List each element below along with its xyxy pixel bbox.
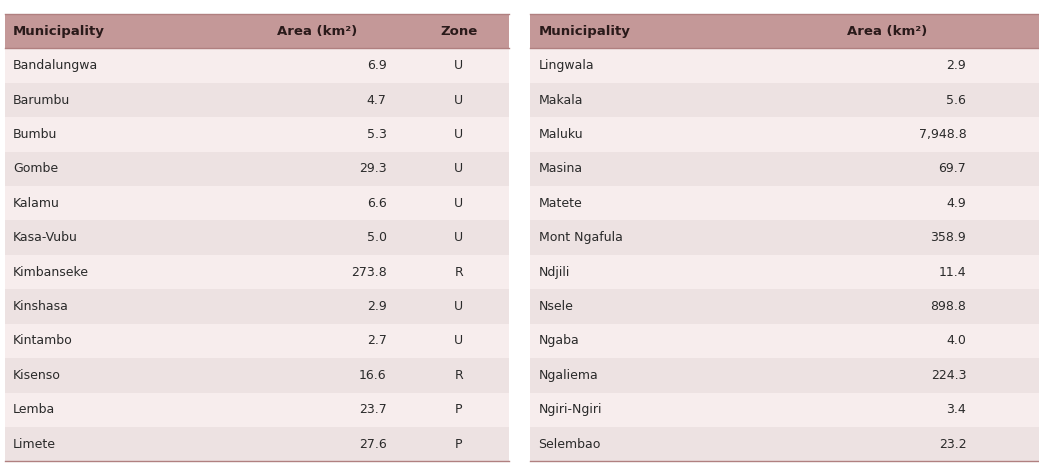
Bar bbox=[5, 324, 509, 358]
Text: 224.3: 224.3 bbox=[931, 369, 966, 382]
Text: Bumbu: Bumbu bbox=[12, 128, 57, 141]
Bar bbox=[530, 117, 1039, 151]
Text: Ndjili: Ndjili bbox=[538, 266, 570, 279]
Text: U: U bbox=[454, 162, 463, 175]
Text: 2.9: 2.9 bbox=[947, 59, 966, 72]
Text: Limete: Limete bbox=[12, 438, 56, 451]
Text: 5.3: 5.3 bbox=[367, 128, 387, 141]
Text: Lemba: Lemba bbox=[12, 403, 55, 416]
Text: Kisenso: Kisenso bbox=[12, 369, 60, 382]
Text: 2.7: 2.7 bbox=[367, 335, 387, 347]
Text: P: P bbox=[455, 403, 462, 416]
Bar bbox=[5, 186, 509, 220]
Text: Area (km²): Area (km²) bbox=[847, 25, 928, 38]
Text: 273.8: 273.8 bbox=[351, 266, 387, 279]
Bar bbox=[530, 255, 1039, 289]
Text: Bandalungwa: Bandalungwa bbox=[12, 59, 98, 72]
Text: Barumbu: Barumbu bbox=[12, 94, 70, 107]
Text: 16.6: 16.6 bbox=[358, 369, 387, 382]
Text: 4.9: 4.9 bbox=[947, 197, 966, 210]
Text: U: U bbox=[454, 335, 463, 347]
Bar bbox=[5, 358, 509, 392]
Bar bbox=[530, 427, 1039, 461]
Text: R: R bbox=[454, 266, 463, 279]
Text: R: R bbox=[454, 369, 463, 382]
Bar bbox=[5, 117, 509, 151]
Bar bbox=[5, 220, 509, 255]
Text: Ngaba: Ngaba bbox=[538, 335, 580, 347]
Text: Ngaliema: Ngaliema bbox=[538, 369, 598, 382]
Text: 69.7: 69.7 bbox=[938, 162, 966, 175]
Text: 5.6: 5.6 bbox=[947, 94, 966, 107]
Text: U: U bbox=[454, 197, 463, 210]
Text: 4.0: 4.0 bbox=[947, 335, 966, 347]
Bar bbox=[5, 48, 509, 83]
Bar bbox=[5, 289, 509, 324]
Text: Kimbanseke: Kimbanseke bbox=[12, 266, 88, 279]
Bar bbox=[5, 83, 509, 117]
Text: U: U bbox=[454, 94, 463, 107]
Bar bbox=[530, 151, 1039, 186]
Text: 6.9: 6.9 bbox=[367, 59, 387, 72]
Text: 7,948.8: 7,948.8 bbox=[918, 128, 966, 141]
Text: Makala: Makala bbox=[538, 94, 583, 107]
Text: U: U bbox=[454, 300, 463, 313]
Text: Kalamu: Kalamu bbox=[12, 197, 59, 210]
Text: Ngiri-Ngiri: Ngiri-Ngiri bbox=[538, 403, 602, 416]
Text: 29.3: 29.3 bbox=[358, 162, 387, 175]
Text: Lingwala: Lingwala bbox=[538, 59, 594, 72]
Text: Area (km²): Area (km²) bbox=[277, 25, 357, 38]
Text: 4.7: 4.7 bbox=[367, 94, 387, 107]
Text: 23.7: 23.7 bbox=[358, 403, 387, 416]
Text: P: P bbox=[455, 438, 462, 451]
Bar bbox=[5, 151, 509, 186]
Text: 2.9: 2.9 bbox=[367, 300, 387, 313]
Bar bbox=[530, 186, 1039, 220]
Text: 6.6: 6.6 bbox=[367, 197, 387, 210]
Text: Gombe: Gombe bbox=[12, 162, 58, 175]
Text: Municipality: Municipality bbox=[12, 25, 105, 38]
Text: 358.9: 358.9 bbox=[931, 231, 966, 244]
Text: Masina: Masina bbox=[538, 162, 583, 175]
Bar bbox=[530, 220, 1039, 255]
Bar bbox=[530, 358, 1039, 392]
Bar bbox=[530, 324, 1039, 358]
Bar bbox=[5, 14, 509, 48]
Bar bbox=[530, 392, 1039, 427]
Text: Maluku: Maluku bbox=[538, 128, 583, 141]
Text: Municipality: Municipality bbox=[538, 25, 631, 38]
Text: U: U bbox=[454, 231, 463, 244]
Bar bbox=[530, 48, 1039, 83]
Text: U: U bbox=[454, 128, 463, 141]
Bar bbox=[5, 427, 509, 461]
Text: Nsele: Nsele bbox=[538, 300, 574, 313]
Text: 11.4: 11.4 bbox=[938, 266, 966, 279]
Text: 898.8: 898.8 bbox=[930, 300, 966, 313]
Bar bbox=[530, 83, 1039, 117]
Bar bbox=[530, 289, 1039, 324]
Bar bbox=[530, 14, 1039, 48]
Text: Zone: Zone bbox=[441, 25, 477, 38]
Bar bbox=[5, 392, 509, 427]
Text: 3.4: 3.4 bbox=[947, 403, 966, 416]
Text: Mont Ngafula: Mont Ngafula bbox=[538, 231, 622, 244]
Text: 23.2: 23.2 bbox=[938, 438, 966, 451]
Text: 5.0: 5.0 bbox=[367, 231, 387, 244]
Text: 27.6: 27.6 bbox=[358, 438, 387, 451]
Text: Selembao: Selembao bbox=[538, 438, 601, 451]
Bar bbox=[5, 255, 509, 289]
Text: U: U bbox=[454, 59, 463, 72]
Text: Matete: Matete bbox=[538, 197, 582, 210]
Text: Kintambo: Kintambo bbox=[12, 335, 73, 347]
Text: Kinshasa: Kinshasa bbox=[12, 300, 69, 313]
Text: Kasa-Vubu: Kasa-Vubu bbox=[12, 231, 78, 244]
